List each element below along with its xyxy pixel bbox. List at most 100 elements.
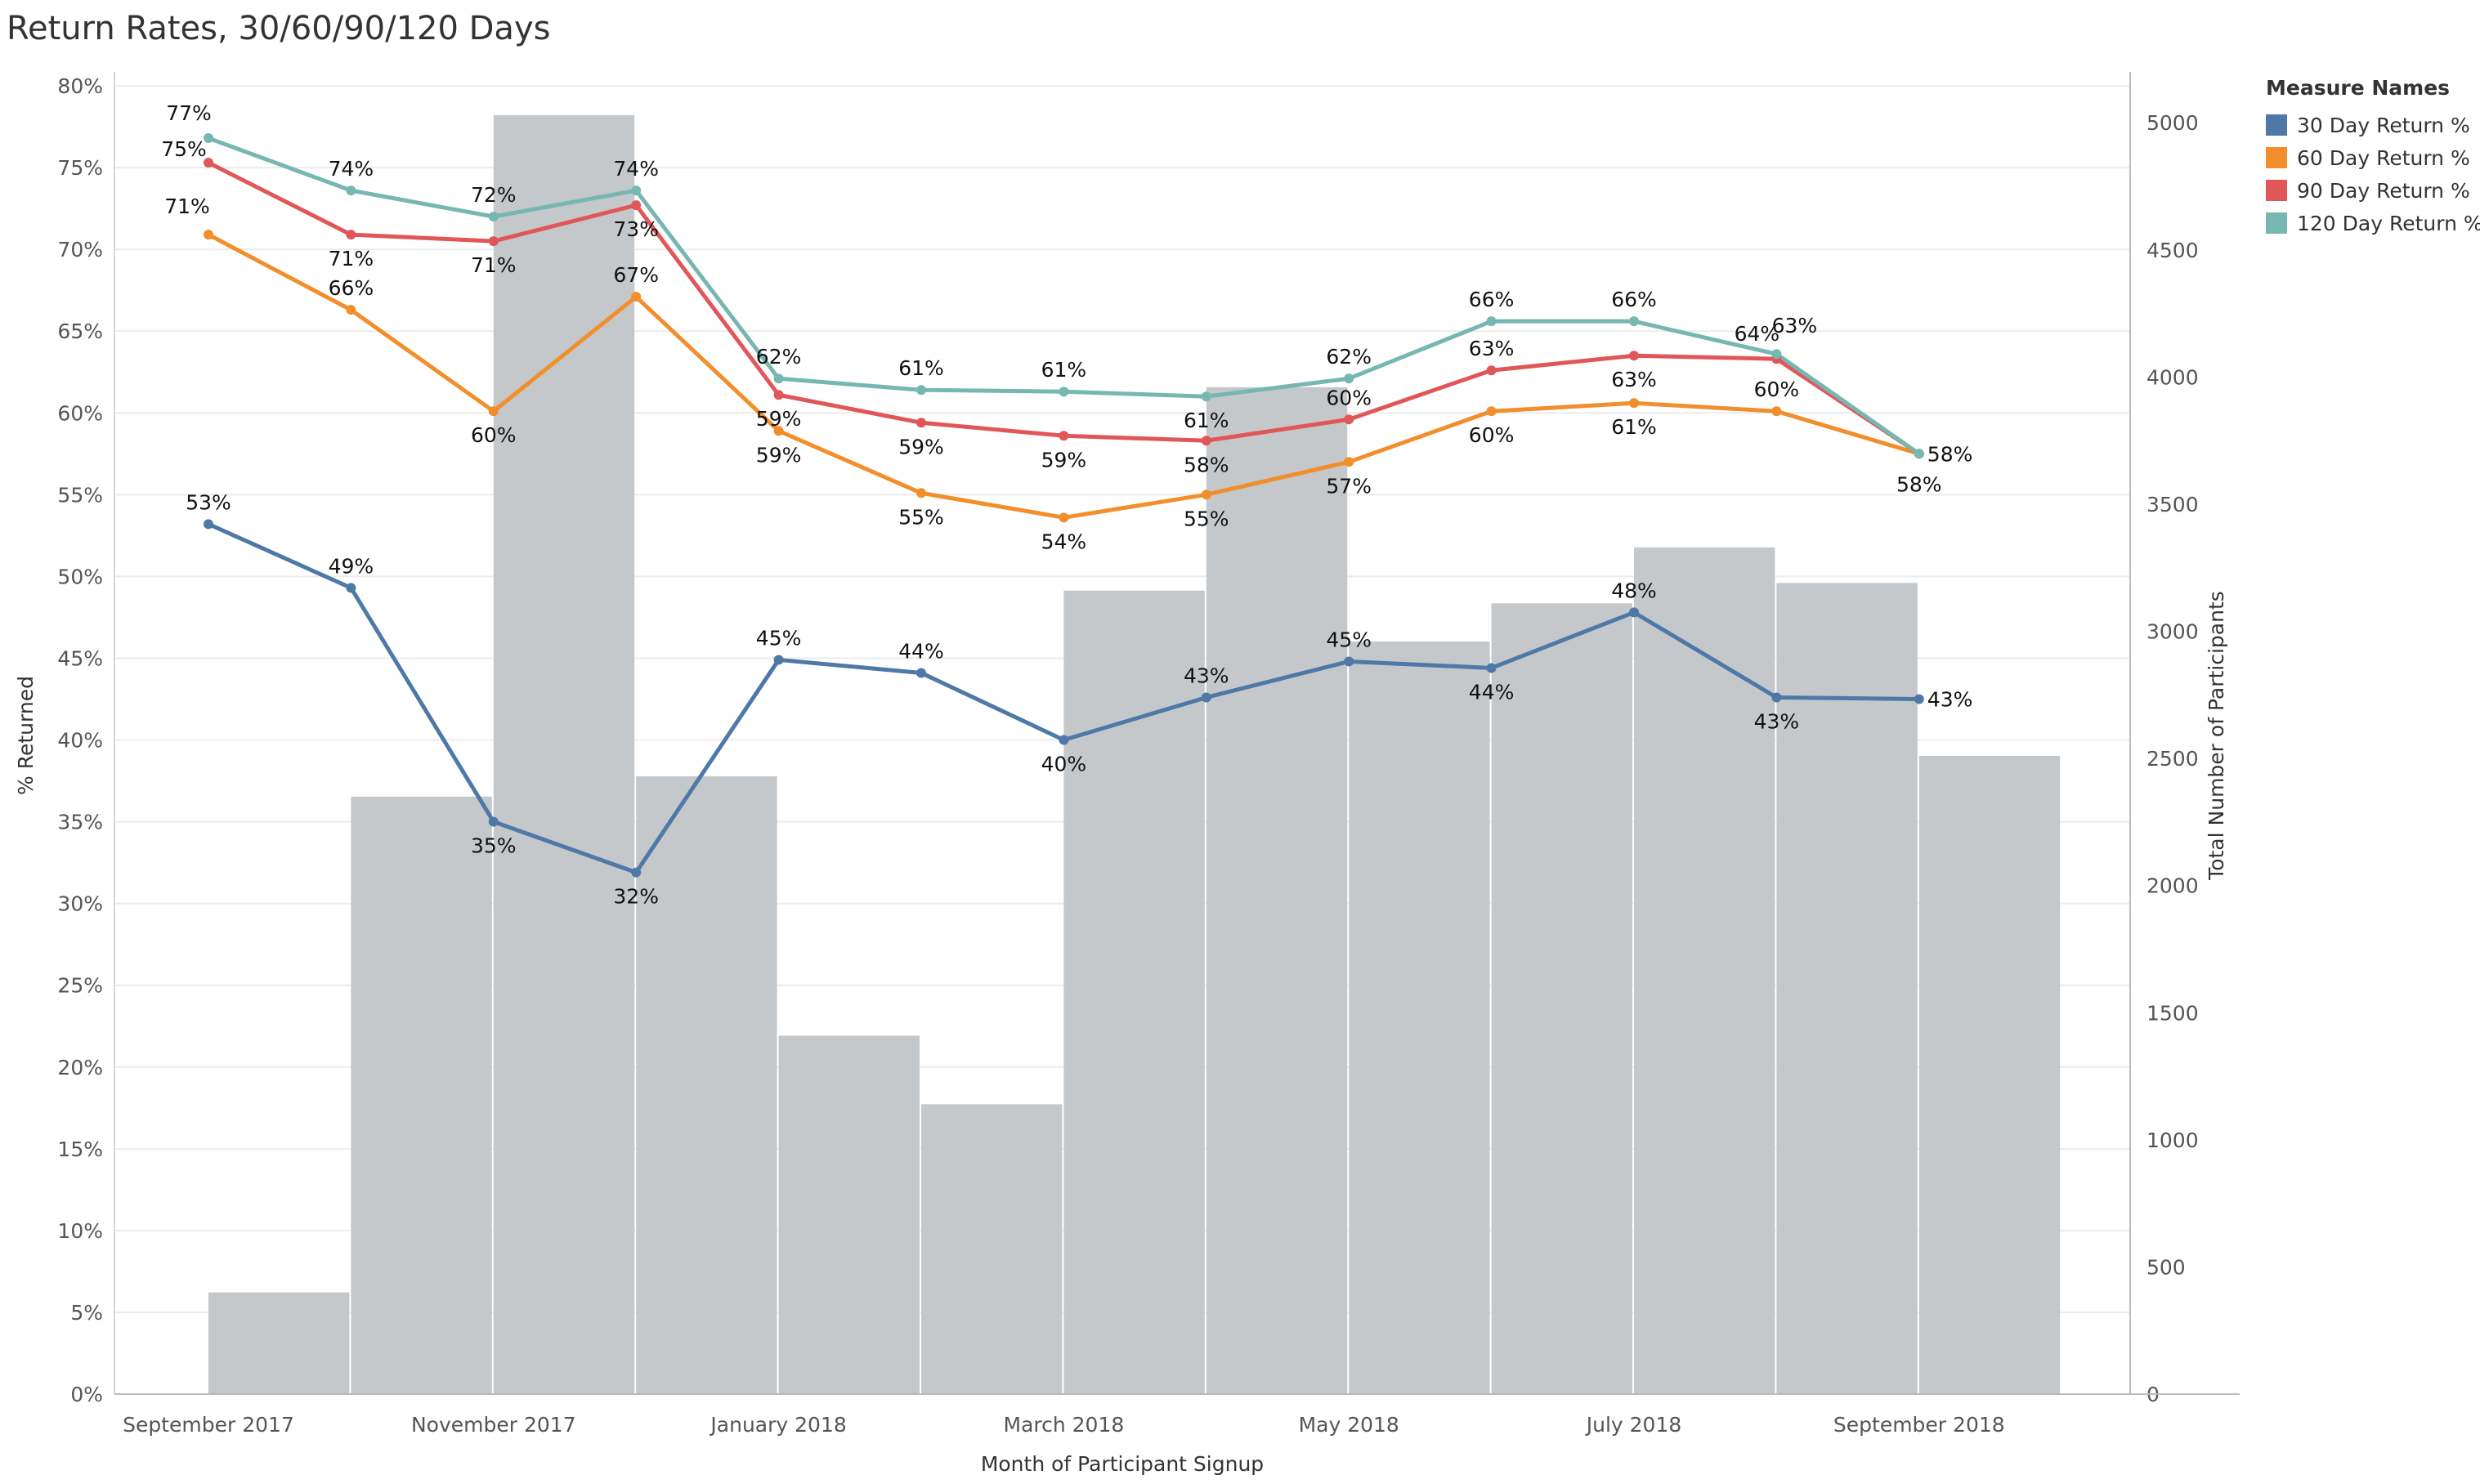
series-line xyxy=(207,160,1921,456)
data-label: 59% xyxy=(756,407,802,431)
series-point xyxy=(346,230,356,240)
y-tick-label: 45% xyxy=(57,646,103,670)
y2-tick-label: 3000 xyxy=(2146,620,2199,644)
series-point xyxy=(204,133,213,144)
return-points xyxy=(204,133,1924,878)
series-point xyxy=(1914,694,1924,704)
series-point xyxy=(1771,406,1782,417)
data-label: 35% xyxy=(471,834,517,858)
axes: 0% 5% 10% 15% 20% 25% 30% 35% 40% 45% 50% 55% 60% 65%… xyxy=(14,72,2240,1476)
series-point xyxy=(631,186,642,196)
x-tick-label: January 2018 xyxy=(709,1413,846,1437)
series-point xyxy=(1771,349,1782,360)
y2-axis-title: Total Number of Participants xyxy=(2205,591,2228,881)
participant-bars xyxy=(208,114,2061,1395)
series-point xyxy=(1201,391,1211,402)
data-label: 40% xyxy=(1041,753,1087,776)
data-label: 63% xyxy=(1772,314,1818,337)
data-label: 62% xyxy=(756,345,802,369)
y-tick-label: 35% xyxy=(57,811,103,834)
data-label: 66% xyxy=(1611,288,1657,311)
y-tick-label: 20% xyxy=(57,1056,103,1079)
y-tick-label: 0% xyxy=(70,1383,103,1406)
data-label: 44% xyxy=(1469,680,1515,704)
series-point xyxy=(916,668,926,678)
data-label: 57% xyxy=(1326,474,1372,498)
series-point xyxy=(204,158,213,168)
series-point xyxy=(631,867,642,878)
series-point xyxy=(346,186,356,196)
y-tick-label: 70% xyxy=(57,238,103,261)
data-label: 55% xyxy=(1184,507,1229,530)
y2-tick-label: 2500 xyxy=(2146,747,2199,771)
data-label: 60% xyxy=(1326,386,1372,409)
data-label: 64% xyxy=(1735,322,1780,346)
y-tick-label: 50% xyxy=(57,565,103,588)
legend-item[interactable]: 60 Day Return % xyxy=(2266,146,2470,170)
data-label: 49% xyxy=(329,554,374,578)
participant-bar xyxy=(1918,756,2061,1394)
data-label: 75% xyxy=(161,137,207,161)
data-label: 55% xyxy=(898,505,944,529)
data-label: 60% xyxy=(471,423,517,447)
legend-label: 60 Day Return % xyxy=(2297,146,2470,170)
series-point xyxy=(1771,692,1782,703)
y-axis-title: % Returned xyxy=(14,676,38,795)
y2-tick-label: 500 xyxy=(2146,1255,2186,1279)
y-tick-label: 80% xyxy=(57,74,103,98)
data-label: 60% xyxy=(1754,378,1800,401)
data-label: 43% xyxy=(1927,687,1973,711)
series-point xyxy=(1059,387,1069,397)
participant-bar xyxy=(1776,583,1918,1394)
y2-tick-label: 2000 xyxy=(2146,874,2199,898)
data-label: 61% xyxy=(1041,358,1087,382)
data-label: 45% xyxy=(1326,628,1372,651)
x-tick-label: September 2017 xyxy=(123,1413,294,1437)
legend-item[interactable]: 90 Day Return % xyxy=(2266,179,2470,203)
data-label: 61% xyxy=(898,356,944,380)
series-point xyxy=(346,583,356,593)
data-label: 44% xyxy=(898,639,944,663)
data-label: 43% xyxy=(1184,664,1229,687)
data-label: 67% xyxy=(613,263,659,287)
x-axis-title: Month of Participant Signup xyxy=(981,1452,1264,1476)
y-tick-label: 55% xyxy=(57,483,103,507)
legend-label: 90 Day Return % xyxy=(2297,179,2470,203)
series-point xyxy=(1629,607,1639,618)
series-point xyxy=(773,390,784,400)
participant-bar xyxy=(1491,603,1632,1394)
y-tick-label: 10% xyxy=(57,1219,103,1243)
x-tick-label: March 2018 xyxy=(1004,1413,1125,1437)
series-point xyxy=(488,816,499,827)
y-tick-label: 60% xyxy=(57,401,103,425)
legend-swatch xyxy=(2266,212,2287,234)
data-label: 74% xyxy=(329,157,374,181)
series-point xyxy=(1486,316,1497,327)
data-label: 59% xyxy=(898,435,944,458)
data-label: 71% xyxy=(329,247,374,270)
series-point xyxy=(488,212,499,222)
legend-label: 30 Day Return % xyxy=(2297,114,2470,137)
legend-item[interactable]: 30 Day Return % xyxy=(2266,114,2470,137)
data-label: 63% xyxy=(1469,337,1515,360)
series-point xyxy=(346,305,356,315)
data-label: 66% xyxy=(1469,288,1515,311)
chart-title: Return Rates, 30/60/90/120 Days xyxy=(7,10,551,47)
data-label: 48% xyxy=(1611,579,1657,602)
participant-bar xyxy=(636,776,777,1394)
data-label: 62% xyxy=(1326,345,1372,369)
participant-bar xyxy=(778,1035,920,1394)
legend-item[interactable]: 120 Day Return % xyxy=(2266,212,2480,235)
series-point xyxy=(916,418,926,428)
x-tick-label: September 2018 xyxy=(1833,1413,2005,1437)
legend-label: 120 Day Return % xyxy=(2297,212,2480,235)
data-label: 61% xyxy=(1611,415,1657,439)
y2-tick-label: 1500 xyxy=(2146,1001,2199,1025)
data-label: 71% xyxy=(471,253,517,277)
data-label: 72% xyxy=(471,183,517,207)
legend-swatch xyxy=(2266,147,2287,168)
legend[interactable]: Measure Names 30 Day Return % 60 Day Retur… xyxy=(2266,76,2480,235)
y-tick-label: 40% xyxy=(57,729,103,753)
participant-bar xyxy=(208,1292,350,1394)
